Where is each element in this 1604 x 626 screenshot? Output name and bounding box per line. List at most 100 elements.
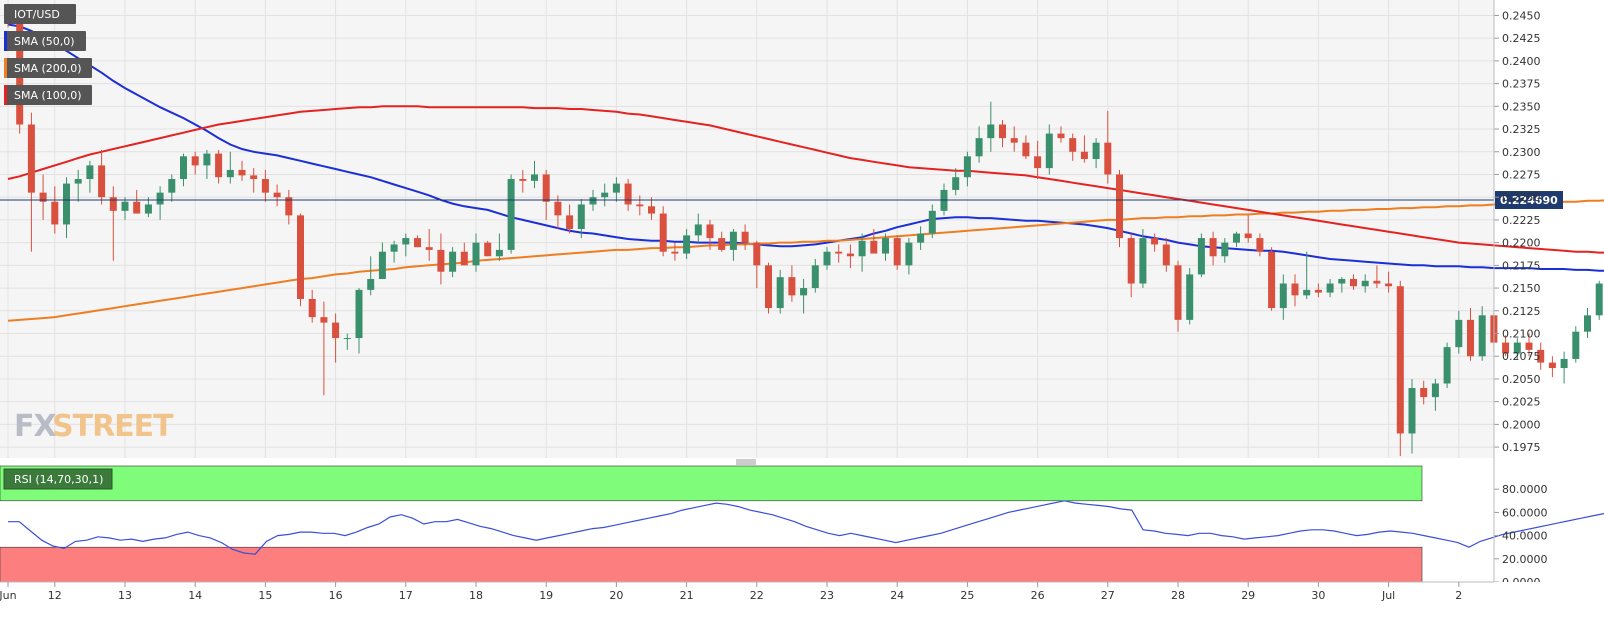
price-tick-label: 0.2000: [1502, 418, 1541, 431]
candle-body: [215, 154, 222, 178]
candle-body: [1373, 281, 1380, 284]
candle-body: [636, 204, 643, 206]
candle-body: [1058, 134, 1065, 139]
candle-body: [753, 243, 760, 266]
candle-body: [1467, 320, 1474, 356]
candle-body: [250, 175, 257, 179]
candle-body: [1596, 284, 1603, 316]
candle-body: [543, 174, 550, 201]
candle-body: [1584, 315, 1591, 331]
candle: [1198, 234, 1205, 278]
candle: [484, 241, 491, 256]
time-tick-label: 29: [1241, 589, 1255, 602]
candle-body: [1549, 363, 1556, 368]
watermark: FX STREET: [14, 409, 174, 444]
candle-body: [1128, 238, 1135, 283]
candle-body: [402, 238, 409, 244]
candle-body: [1561, 359, 1568, 368]
candle-body: [1104, 143, 1111, 175]
time-tick-label: 24: [890, 589, 904, 602]
candle-body: [1081, 152, 1088, 159]
candle-body: [835, 252, 842, 254]
candle-body: [356, 290, 363, 338]
candle-body: [964, 156, 971, 177]
candle-body: [75, 179, 82, 184]
candle-body: [683, 235, 690, 253]
time-tick-label: 25: [960, 589, 974, 602]
time-tick-label: 22: [750, 589, 764, 602]
candle-body: [613, 184, 620, 193]
candle-body: [1151, 238, 1158, 244]
time-tick-label: 2: [1455, 589, 1462, 602]
candle-body: [1327, 284, 1334, 293]
candle-body: [905, 243, 912, 266]
legend-label: IOT/USD: [14, 8, 60, 21]
price-tick-label: 0.2275: [1502, 168, 1541, 181]
candle-body: [730, 232, 737, 250]
candle-body: [332, 323, 339, 338]
candle-body: [449, 252, 456, 272]
watermark-fx: FX: [14, 409, 56, 444]
price-tick-label: 0.2225: [1502, 214, 1541, 227]
candle-body: [63, 184, 70, 225]
price-tick-label: 0.2450: [1502, 9, 1541, 22]
price-tick-label: 0.2175: [1502, 259, 1541, 272]
price-tick-label: 0.2125: [1502, 305, 1541, 318]
candle-body: [1046, 134, 1053, 169]
candle-body: [1163, 244, 1170, 265]
candle-body: [1186, 274, 1193, 319]
candle: [1186, 268, 1193, 324]
candle-body: [157, 193, 164, 205]
legend-swatch: [4, 85, 7, 105]
candle-body: [601, 193, 608, 198]
time-tick-label: 30: [1311, 589, 1325, 602]
price-tick-label: 0.2100: [1502, 328, 1541, 341]
candle-body: [1572, 332, 1579, 359]
candle-body: [590, 197, 597, 204]
candle-body: [1022, 143, 1029, 157]
candle-body: [1362, 281, 1369, 286]
candle-body: [824, 252, 831, 266]
price-tick-label: 0.2300: [1502, 146, 1541, 159]
price-tick-label: 0.1975: [1502, 441, 1541, 454]
legend-item[interactable]: SMA (50,0): [4, 31, 86, 51]
time-tick-label: 28: [1171, 589, 1185, 602]
legend-item[interactable]: SMA (100,0): [4, 85, 92, 105]
candle-body: [1093, 143, 1100, 159]
candle-body: [1116, 174, 1123, 238]
candle-body: [894, 238, 901, 265]
legend-item[interactable]: IOT/USD: [4, 4, 76, 24]
candle: [508, 174, 515, 253]
price-tick-label: 0.2250: [1502, 191, 1541, 204]
rsi-oversold-zone: [0, 547, 1422, 582]
candle-body: [870, 241, 877, 254]
candle-body: [917, 234, 924, 243]
candle-body: [859, 241, 866, 256]
legend-item[interactable]: SMA (200,0): [4, 58, 92, 78]
candle-body: [1034, 156, 1041, 168]
candle-body: [344, 338, 351, 339]
time-tick-label: 26: [1031, 589, 1045, 602]
time-tick-label: 15: [258, 589, 272, 602]
candle-body: [192, 156, 199, 165]
candle-body: [28, 124, 35, 192]
candle-body: [742, 232, 749, 243]
price-tick-label: 0.2425: [1502, 32, 1541, 45]
candle-body: [1175, 265, 1182, 320]
candle-body: [765, 265, 772, 308]
time-tick-label: 20: [609, 589, 623, 602]
candle-body: [309, 299, 316, 317]
candle: [297, 214, 304, 307]
candle-body: [671, 252, 678, 254]
watermark-street: STREET: [52, 409, 174, 444]
candle-body: [660, 214, 667, 252]
candle-body: [882, 238, 889, 253]
candle-body: [379, 252, 386, 279]
time-tick-label: 23: [820, 589, 834, 602]
candle: [1584, 308, 1591, 338]
candle-body: [274, 193, 281, 198]
legend-label: SMA (50,0): [14, 35, 75, 48]
candle-body: [1198, 238, 1205, 274]
candle-body: [133, 202, 140, 214]
